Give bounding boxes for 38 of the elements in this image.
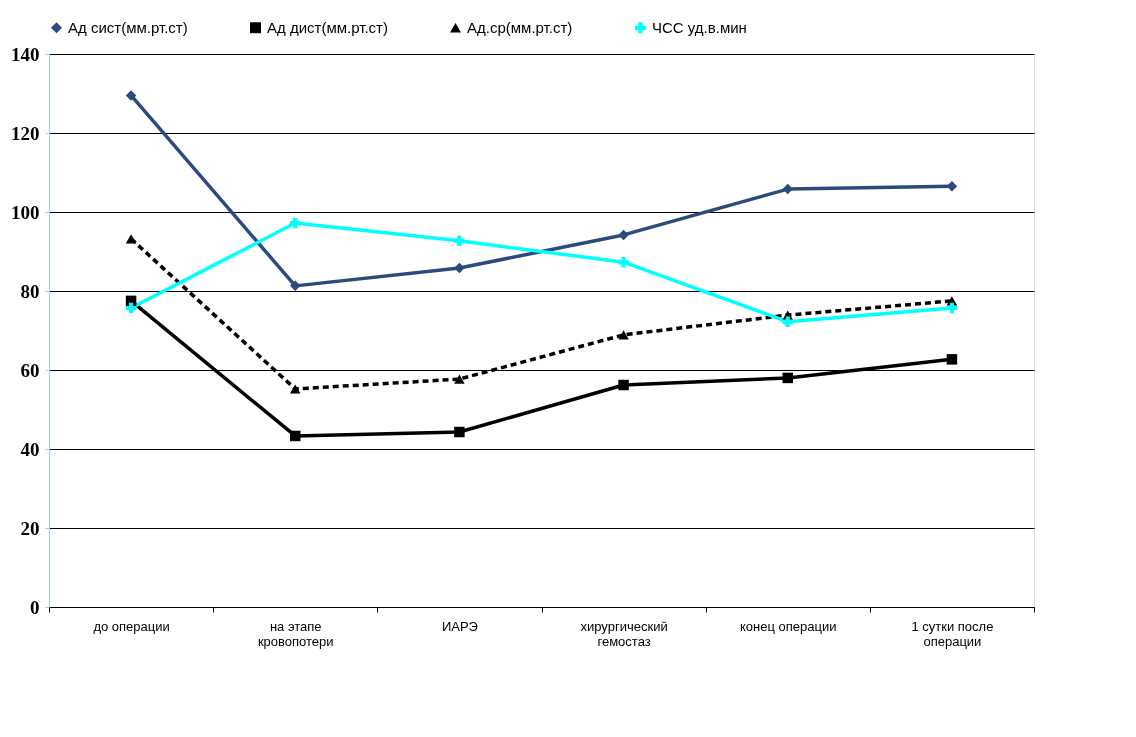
y-tick-label: 80 — [20, 280, 40, 302]
point — [290, 217, 301, 229]
y-tick-label: 60 — [20, 359, 40, 381]
point — [290, 430, 301, 442]
point — [454, 426, 465, 438]
point — [946, 354, 958, 365]
point — [454, 374, 465, 384]
legend-label: Ад сист(мм.рт.ст) — [68, 18, 188, 36]
y-tick-label: 100 — [11, 201, 40, 223]
point — [782, 183, 793, 195]
legend-label: Ад дист(мм.рт.ст) — [267, 18, 388, 36]
point — [454, 235, 465, 247]
legend-label: Ад.ср(мм.рт.ст) — [467, 18, 573, 36]
x-tick-label: ИАРЭ — [441, 618, 478, 634]
point — [618, 379, 629, 391]
x-tick-label: конец операции — [740, 618, 837, 634]
point — [782, 372, 793, 384]
x-tick-label: на этапе кровопотери — [257, 618, 334, 649]
point — [125, 90, 137, 101]
point — [125, 302, 137, 314]
x-tick-label: 1 сутки после операции — [911, 618, 994, 649]
y-tick-label: 120 — [11, 122, 40, 144]
point — [618, 229, 629, 241]
point — [290, 384, 301, 394]
legend-label: ЧСС уд.в.мин — [652, 18, 747, 36]
y-tick-label: 0 — [30, 596, 40, 618]
x-tick-label: до операции — [93, 618, 170, 634]
point — [618, 330, 629, 340]
point — [946, 302, 958, 314]
point — [125, 234, 137, 244]
point — [618, 256, 629, 268]
x-tick-label: хирургический гемостаз — [580, 618, 668, 649]
y-tick-label: 40 — [20, 438, 40, 460]
y-tick-label: 140 — [11, 43, 40, 65]
point — [782, 316, 793, 328]
y-tick-label: 20 — [20, 517, 40, 539]
point — [290, 280, 301, 292]
point — [454, 262, 465, 274]
